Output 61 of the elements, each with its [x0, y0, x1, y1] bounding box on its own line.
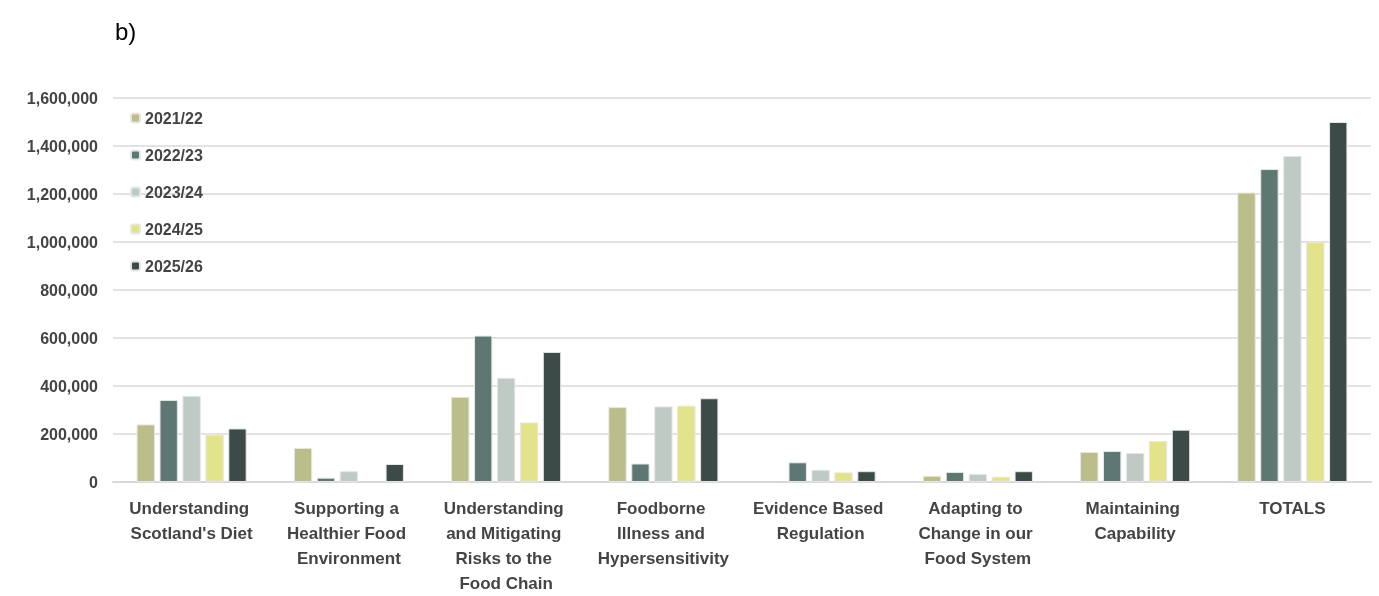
legend-label: 2021/22	[145, 109, 203, 127]
x-tick-label: Understanding and Mitigating Risks to the Food Chain	[443, 499, 569, 593]
bar	[228, 428, 247, 482]
bar	[700, 398, 719, 482]
bar	[857, 471, 876, 482]
bar	[1260, 169, 1279, 482]
bar	[922, 475, 942, 482]
bar	[1237, 192, 1256, 482]
bar	[1306, 242, 1325, 482]
x-tick-label: Adapting to Change in our Food System	[918, 499, 1038, 568]
x-tick-label: Foodborne Illness and Hypersensitivity	[597, 499, 730, 568]
bar	[811, 469, 830, 482]
bar	[1080, 452, 1099, 482]
bar	[385, 464, 404, 482]
chart-title: b)	[115, 17, 137, 45]
x-tick-label: Evidence Based Regulation	[753, 499, 889, 543]
bar	[159, 399, 178, 482]
x-tick-label: Supporting a Healthier Food Environment	[287, 499, 411, 568]
bar	[474, 335, 493, 482]
bar	[1148, 440, 1168, 482]
bar	[293, 447, 313, 482]
y-tick-label: 1,400,000	[26, 137, 99, 155]
legend-label: 2024/25	[145, 220, 203, 238]
legend-label: 2023/24	[145, 183, 203, 201]
bar	[339, 471, 359, 482]
y-tick-label: 0	[89, 473, 99, 491]
bar	[205, 434, 224, 482]
bar	[991, 476, 1010, 482]
bar	[834, 472, 853, 482]
y-tick-label: 200,000	[40, 425, 99, 443]
bar	[631, 463, 650, 482]
bar	[1014, 471, 1033, 482]
bar	[1125, 452, 1145, 482]
y-tick-label: 800,000	[40, 281, 99, 299]
bar	[788, 462, 807, 482]
bar	[182, 395, 201, 482]
bar	[316, 477, 336, 482]
bar	[677, 405, 696, 482]
x-tick-label: Understanding Scotland's Diet	[129, 499, 254, 543]
bar	[654, 406, 673, 482]
bar	[1103, 451, 1122, 482]
y-tick-label: 600,000	[40, 329, 99, 347]
y-tick-label: 1,600,000	[26, 89, 99, 107]
bar	[496, 377, 516, 482]
y-tick-label: 1,200,000	[26, 185, 99, 203]
bar	[945, 471, 965, 482]
x-tick-label: TOTALS	[1259, 499, 1326, 518]
bar	[542, 351, 562, 482]
bar	[608, 407, 627, 482]
bar	[1171, 429, 1191, 482]
bar	[1283, 156, 1302, 482]
x-tick-label: Maintaining Capability	[1085, 499, 1185, 543]
y-tick-label: 1,000,000	[26, 233, 99, 251]
bar	[519, 422, 539, 482]
legend-label: 2025/26	[145, 257, 203, 275]
bar	[1329, 122, 1348, 482]
bar	[136, 424, 155, 482]
bar	[451, 396, 470, 482]
y-tick-label: 400,000	[40, 377, 99, 395]
legend-label: 2022/23	[145, 146, 203, 164]
bar	[968, 473, 988, 482]
